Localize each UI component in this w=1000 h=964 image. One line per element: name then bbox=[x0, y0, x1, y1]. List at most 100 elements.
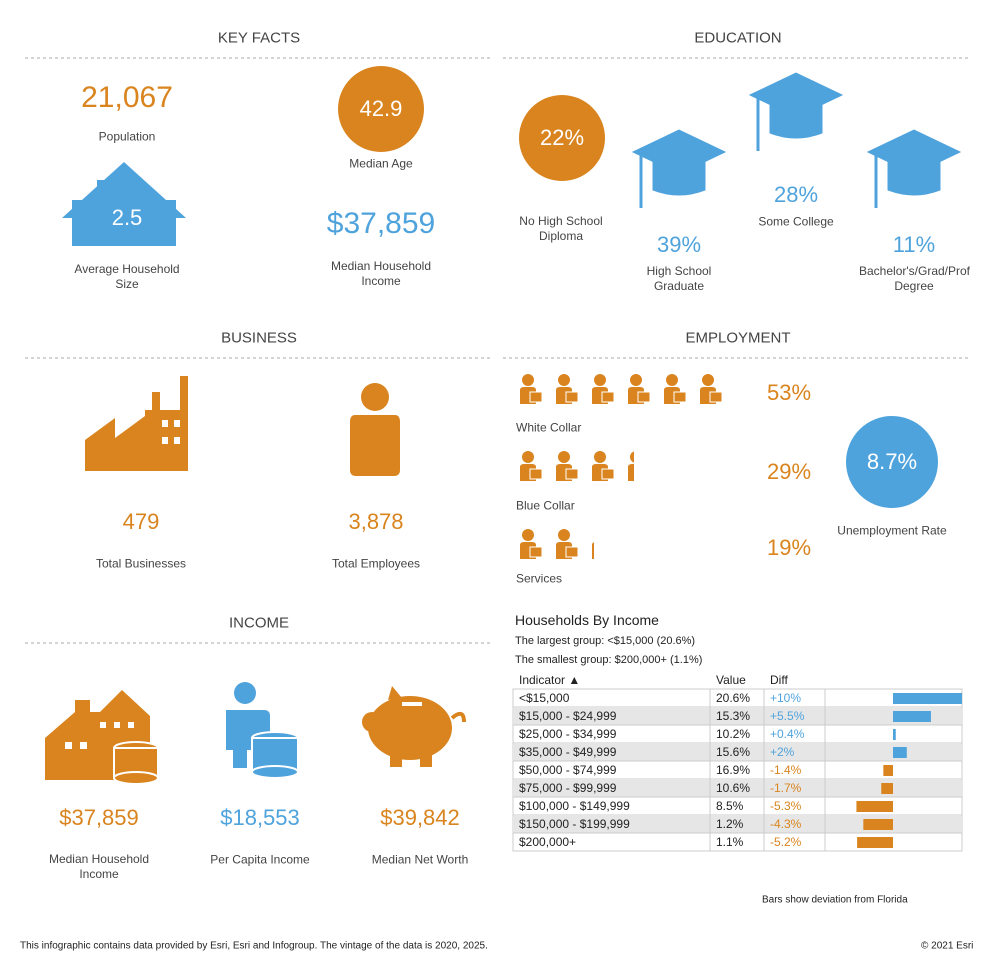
diff-bar bbox=[883, 765, 893, 776]
stat-value: 42.9 bbox=[359, 96, 403, 121]
row-indicator: $15,000 - $24,999 bbox=[519, 709, 617, 723]
diff-bar bbox=[863, 819, 893, 830]
person-head bbox=[594, 529, 606, 541]
row-diff: -5.2% bbox=[770, 835, 802, 849]
section-title: EMPLOYMENT bbox=[685, 329, 791, 347]
row-indicator: $25,000 - $34,999 bbox=[519, 727, 617, 741]
hat-icons bbox=[631, 72, 962, 208]
diff-bar bbox=[857, 837, 893, 848]
stat-value: 479 bbox=[122, 509, 160, 534]
largest-group: The largest group: <$15,000 (20.6%) bbox=[515, 635, 696, 647]
income-house-icon bbox=[45, 690, 159, 785]
person-body bbox=[700, 542, 716, 559]
person-body bbox=[592, 542, 594, 559]
note: Bars show deviation from Florida bbox=[762, 895, 908, 906]
edu-label: No High School Diploma bbox=[519, 214, 603, 243]
income-label: Median Net Worth bbox=[371, 852, 469, 867]
income-table bbox=[513, 689, 962, 852]
person-head bbox=[702, 451, 714, 463]
emp-value: 29% bbox=[766, 459, 812, 484]
row-indicator: $35,000 - $49,999 bbox=[519, 745, 617, 759]
person-item bbox=[529, 468, 543, 480]
stat-label: Median Household Income bbox=[330, 259, 432, 288]
person-head bbox=[666, 529, 678, 541]
person-body bbox=[664, 542, 680, 559]
person-head bbox=[522, 374, 534, 386]
stat-label: Total Businesses bbox=[95, 556, 187, 571]
person-item bbox=[709, 391, 723, 403]
row-diff: -4.3% bbox=[770, 817, 802, 831]
hat-cap bbox=[769, 104, 823, 139]
emp-label: Blue Collar bbox=[516, 498, 575, 513]
edu-label: Some College bbox=[758, 214, 834, 229]
person-item bbox=[601, 391, 615, 403]
unemployment-value: 8.7% bbox=[866, 449, 918, 474]
person-head bbox=[522, 529, 534, 541]
section-title: EDUCATION bbox=[694, 29, 782, 47]
row-value: 1.2% bbox=[716, 817, 744, 831]
diff-bar bbox=[893, 729, 896, 740]
row-value: 8.5% bbox=[716, 799, 744, 813]
person-head bbox=[558, 529, 570, 541]
stat-value: 2.5 bbox=[111, 205, 143, 230]
age-circle bbox=[338, 66, 424, 152]
person-item bbox=[674, 469, 686, 479]
row-value: 16.9% bbox=[716, 763, 751, 777]
row-stripe bbox=[514, 779, 961, 797]
employee-icon bbox=[350, 383, 400, 476]
employment-bar bbox=[520, 529, 716, 559]
emp-value: 19% bbox=[766, 535, 812, 560]
person-item bbox=[638, 547, 650, 557]
edu-label: Bachelor's/Grad/Prof Degree bbox=[859, 264, 971, 293]
person-head bbox=[522, 451, 534, 463]
person-head bbox=[630, 451, 634, 463]
diff-bar bbox=[893, 747, 907, 758]
row-stripe bbox=[514, 707, 961, 725]
stat-label: Median Age bbox=[349, 156, 413, 171]
diff-bar bbox=[881, 783, 893, 794]
row-indicator: $150,000 - $199,999 bbox=[519, 817, 630, 831]
unemployment-circle bbox=[846, 416, 938, 508]
person-item bbox=[674, 547, 686, 557]
emp-value: 53% bbox=[766, 380, 812, 405]
column-header[interactable]: Indicator ▲ bbox=[519, 673, 581, 687]
person-head bbox=[558, 451, 570, 463]
section-title: KEY FACTS bbox=[217, 29, 301, 47]
person-body bbox=[664, 464, 680, 481]
factory-icon bbox=[85, 376, 188, 471]
row-indicator: $50,000 - $74,999 bbox=[519, 763, 617, 777]
income-label: Median Household Income bbox=[48, 852, 150, 881]
row-value: 15.6% bbox=[716, 745, 751, 759]
row-indicator: $100,000 - $149,999 bbox=[519, 799, 630, 813]
person-head bbox=[702, 374, 714, 386]
row-value: 20.6% bbox=[716, 691, 751, 705]
person-item bbox=[529, 391, 543, 403]
stat-label: Total Employees bbox=[331, 556, 421, 571]
pig-icon bbox=[362, 686, 466, 767]
dividers bbox=[25, 57, 970, 644]
column-header: Diff bbox=[770, 673, 788, 687]
person-item bbox=[637, 391, 651, 403]
footer-disclaimer: This infographic contains data provided … bbox=[20, 940, 488, 952]
income-value: $37,859 bbox=[59, 805, 139, 830]
person-item bbox=[638, 469, 650, 479]
section-title: BUSINESS bbox=[221, 329, 297, 347]
emp-label: White Collar bbox=[516, 420, 582, 435]
person-item bbox=[602, 547, 614, 557]
row-diff: +5.5% bbox=[770, 709, 805, 723]
diff-bar bbox=[893, 693, 962, 704]
person-body bbox=[700, 464, 716, 481]
person-head bbox=[630, 529, 642, 541]
hat-board bbox=[748, 72, 844, 118]
emp-label: Services bbox=[516, 571, 563, 586]
note-region: Florida bbox=[877, 894, 908, 906]
person-head bbox=[666, 374, 678, 386]
row-diff: +0.4% bbox=[770, 727, 805, 741]
row-diff: +2% bbox=[770, 745, 795, 759]
column-header: Value bbox=[716, 673, 746, 687]
person-head bbox=[630, 374, 642, 386]
unemployment-label: Unemployment Rate bbox=[837, 523, 947, 538]
income-value: $39,842 bbox=[380, 805, 460, 830]
